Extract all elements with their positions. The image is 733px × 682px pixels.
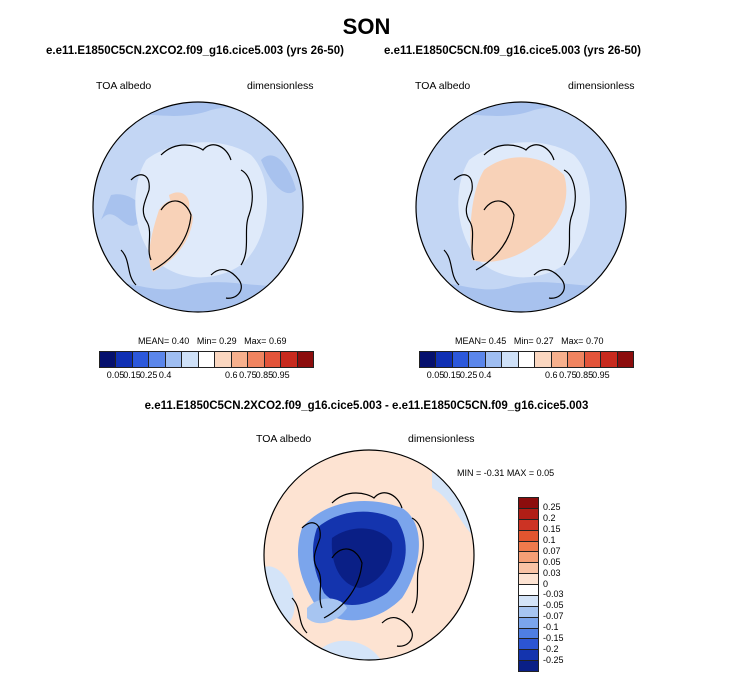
panel2-colorbar-swatch xyxy=(568,352,585,367)
panel1-colorbar-swatch xyxy=(116,352,133,367)
diff-title: e.e11.E1850C5CN.2XCO2.f09_g16.cice5.003 … xyxy=(144,400,589,412)
diff-colorbar-swatch xyxy=(519,650,538,662)
diff-minmax: MIN = -0.31 MAX = 0.05 xyxy=(457,468,555,478)
panel2-colorbar-labels: 0.05 0.15 0.25 0.4 0.6 0.75 0.85 0.95 xyxy=(419,370,634,382)
panel1-colorbar-swatch xyxy=(149,352,166,367)
diff-colorbar-swatch xyxy=(519,606,538,618)
panel2-colorbar-swatch xyxy=(584,352,602,367)
panel2-mean: MEAN= 0.45 Min= 0.27 Max= 0.70 xyxy=(455,336,604,346)
diff-colorbar-tick-label: 0 xyxy=(543,578,549,589)
diff-colorbar-swatch xyxy=(519,628,538,640)
panel2-colorbar-tick-label: 0.95 xyxy=(592,370,610,380)
panel2-colorbar-swatch xyxy=(502,352,519,367)
panel2-variable: TOA albedo xyxy=(415,80,471,92)
panel1-colorbar-swatch xyxy=(165,352,183,367)
panel2-colorbar-swatch xyxy=(436,352,453,367)
diff-colorbar-tick-label: 0.03 xyxy=(543,567,561,578)
panel2-colorbar-swatch xyxy=(601,352,618,367)
diff-polar-map xyxy=(263,449,475,661)
diff-colorbar-swatch xyxy=(519,530,538,542)
panel1-mean: MEAN= 0.40 Min= 0.29 Max= 0.69 xyxy=(138,336,287,346)
diff-colorbar-swatch xyxy=(519,661,538,671)
panel2-units: dimensionless xyxy=(568,80,635,92)
panel2-polar-map xyxy=(415,101,627,313)
diff-colorbar-tick-label: -0.05 xyxy=(543,600,564,611)
diff-colorbar-swatch xyxy=(519,541,538,553)
diff-colorbar-labels: 0.25 0.2 0.15 0.1 0.07 0.05 0.03 0 -0.03 -0.05 -0.… xyxy=(543,497,583,672)
diff-colorbar-swatch xyxy=(519,508,538,520)
diff-colorbar-swatch xyxy=(519,595,538,607)
diff-colorbar-tick-label: -0.15 xyxy=(543,633,564,644)
panel1-colorbar-swatch xyxy=(182,352,199,367)
page-title: SON xyxy=(342,14,391,39)
diff-colorbar-tick-label: -0.03 xyxy=(543,589,564,600)
panel2-colorbar-swatch xyxy=(617,352,634,367)
diff-colorbar-swatch xyxy=(519,563,538,575)
panel2-colorbar xyxy=(419,351,634,368)
panel1-colorbar-swatch xyxy=(297,352,314,367)
diff-colorbar-swatch xyxy=(519,574,538,585)
panel2-colorbar-swatch xyxy=(551,352,569,367)
panel1-variable: TOA albedo xyxy=(96,80,152,92)
diff-colorbar-swatch xyxy=(519,639,538,651)
panel2-colorbar-tick-label: 0.75 xyxy=(559,370,577,380)
panel1-units: dimensionless xyxy=(247,80,314,92)
diff-colorbar-swatch xyxy=(519,519,538,531)
diff-colorbar-tick-label: 0.25 xyxy=(543,501,561,512)
panel1-colorbar-swatch xyxy=(198,352,216,367)
panel2-colorbar-tick-label: 0.05 xyxy=(426,370,445,380)
panel1-colorbar-swatch xyxy=(132,352,150,367)
panel2-colorbar-swatch xyxy=(485,352,503,367)
panel1-colorbar xyxy=(99,351,314,368)
panel2-colorbar-swatch xyxy=(452,352,470,367)
diff-colorbar-tick-label: 0.05 xyxy=(543,556,561,567)
panel2-colorbar-swatch xyxy=(535,352,552,367)
diff-colorbar-tick-label: 0.1 xyxy=(543,534,556,545)
diff-colorbar-tick-label: -0.25 xyxy=(543,655,564,666)
panel2-colorbar-swatch xyxy=(469,352,486,367)
panel1-colorbar-tick-label: 0.15 xyxy=(123,370,141,380)
panel2-colorbar-tick-label: 0.6 xyxy=(545,370,558,380)
panel2-colorbar-swatch xyxy=(420,352,437,367)
panel1-colorbar-tick-label: 0.25 xyxy=(139,370,158,380)
panel1-colorbar-tick-label: 0.75 xyxy=(239,370,257,380)
panel1-colorbar-swatch xyxy=(231,352,249,367)
panel1-polar-map xyxy=(92,101,304,313)
panel1-colorbar-tick-label: 0.85 xyxy=(255,370,274,380)
diff-colorbar-swatch xyxy=(519,552,538,564)
panel1-colorbar-tick-label: 0.4 xyxy=(158,370,172,380)
diff-colorbar-swatch xyxy=(519,585,538,596)
panel2-colorbar-tick-label: 0.25 xyxy=(459,370,478,380)
diff-colorbar-tick-label: -0.07 xyxy=(543,611,564,622)
panel1-colorbar-swatch xyxy=(281,352,298,367)
panel2-case-title: e.e11.E1850C5CN.f09_g16.cice5.003 (yrs 2… xyxy=(384,45,642,57)
panel1-colorbar-labels: 0.05 0.15 0.25 0.4 0.6 0.75 0.85 0.95 xyxy=(99,370,314,382)
diff-colorbar-tick-label: -0.1 xyxy=(543,622,559,633)
diff-colorbar xyxy=(518,497,539,672)
panel1-colorbar-swatch xyxy=(264,352,282,367)
panel2-colorbar-tick-label: 0.85 xyxy=(575,370,594,380)
diff-colorbar-tick-label: -0.2 xyxy=(543,644,559,655)
diff-variable: TOA albedo xyxy=(256,433,312,445)
diff-colorbar-swatch xyxy=(519,617,538,629)
panel2-colorbar-swatch xyxy=(518,352,536,367)
diff-colorbar-swatch xyxy=(519,498,538,509)
diff-colorbar-tick-label: 0.2 xyxy=(543,512,556,523)
panel1-colorbar-tick-label: 0.05 xyxy=(106,370,125,380)
diff-units: dimensionless xyxy=(408,433,475,445)
panel2-colorbar-tick-label: 0.15 xyxy=(443,370,461,380)
panel1-case-title: e.e11.E1850C5CN.2XCO2.f09_g16.cice5.003 … xyxy=(46,45,344,57)
diff-colorbar-tick-label: 0.07 xyxy=(543,545,561,556)
panel1-colorbar-swatch xyxy=(248,352,265,367)
panel1-colorbar-swatch xyxy=(100,352,117,367)
panel1-colorbar-tick-label: 0.6 xyxy=(225,370,238,380)
panel2-colorbar-tick-label: 0.4 xyxy=(478,370,492,380)
panel1-colorbar-tick-label: 0.95 xyxy=(272,370,290,380)
diff-colorbar-tick-label: 0.15 xyxy=(543,523,561,534)
panel1-colorbar-swatch xyxy=(215,352,232,367)
